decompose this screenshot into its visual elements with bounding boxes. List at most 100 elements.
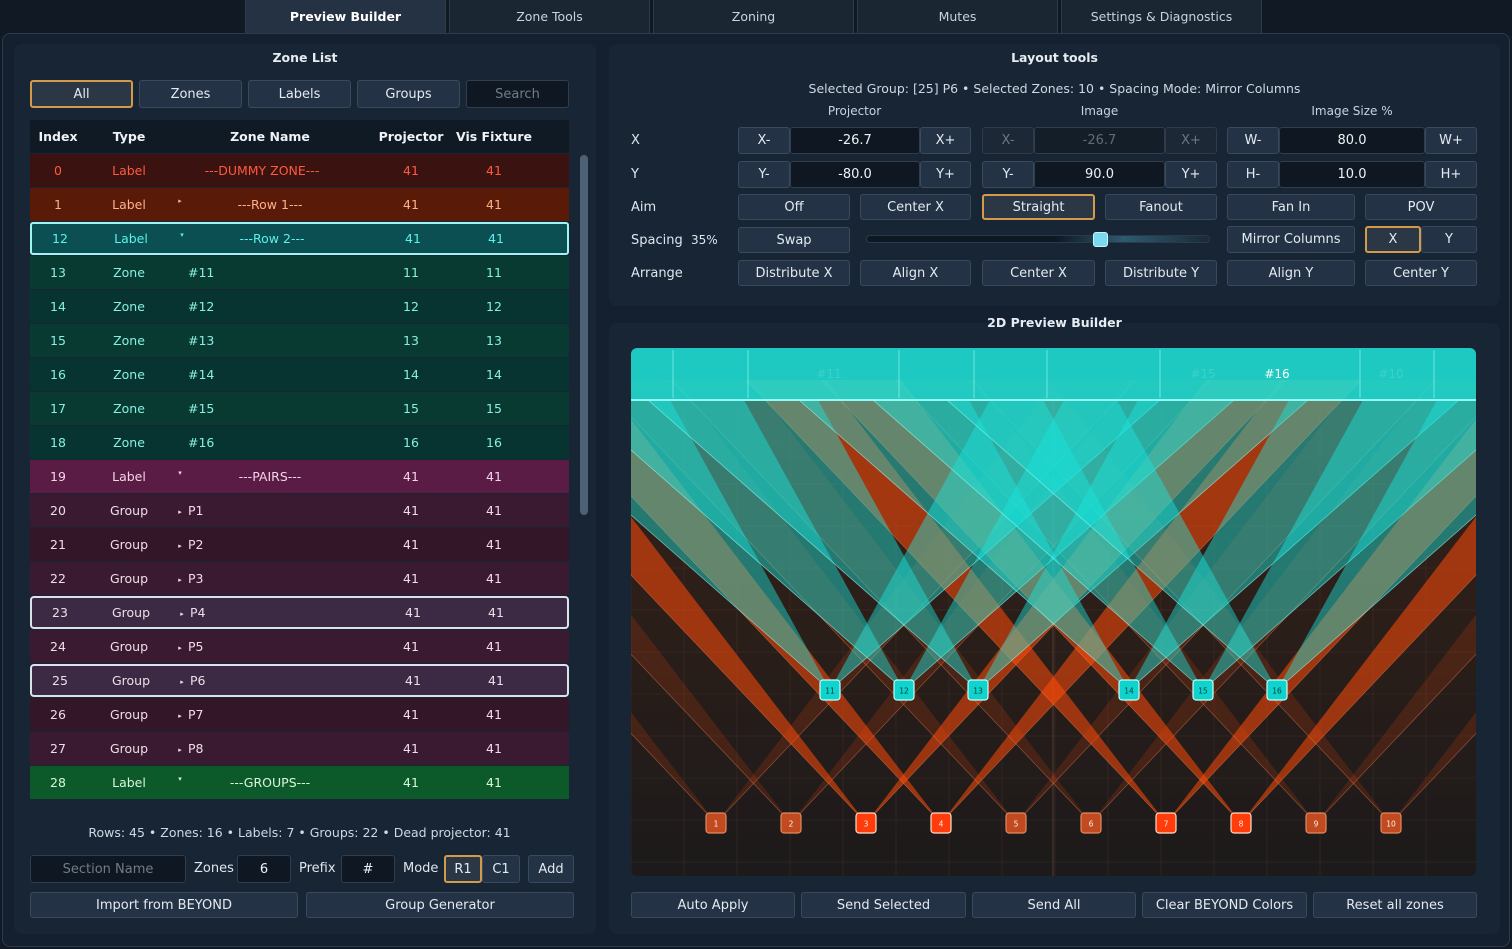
row-caret[interactable]: ▸ — [178, 745, 182, 754]
tab-settings-diagnostics[interactable]: Settings & Diagnostics — [1061, 0, 1262, 34]
preview-svg[interactable]: #11 #15 #16 #10 11 12 13 14 15 161 2 3 4 5 6 7 8 9 10 — [631, 348, 1476, 876]
image-height-plus-button[interactable]: H+ — [1425, 161, 1477, 188]
spacing-slider-track[interactable] — [866, 235, 1210, 243]
filter-groups-button[interactable]: Groups — [357, 80, 460, 108]
col-vis-fixture[interactable]: Vis Fixture — [456, 129, 532, 144]
table-row[interactable]: 16 Zone #14 14 14 — [30, 358, 569, 391]
orange-projector-marker[interactable]: 2 — [780, 812, 802, 834]
image-width-input[interactable]: 80.0 — [1279, 127, 1425, 154]
row-caret[interactable]: ▸ — [178, 711, 182, 720]
image-height-minus-button[interactable]: H- — [1227, 161, 1279, 188]
tab-zone-tools[interactable]: Zone Tools — [449, 0, 650, 34]
filter-all-button[interactable]: All — [30, 80, 133, 108]
auto-apply-button[interactable]: Auto Apply — [631, 892, 795, 918]
table-row[interactable]: 17 Zone #15 15 15 — [30, 392, 569, 425]
table-row[interactable]: 19 Label ▾ ---PAIRS--- 41 41 — [30, 460, 569, 493]
orange-projector-marker[interactable]: 9 — [1305, 812, 1327, 834]
row-caret[interactable]: ▸ — [178, 541, 182, 550]
center-y-button[interactable]: Center Y — [1365, 260, 1477, 286]
search-input[interactable]: Search — [466, 80, 569, 108]
row-caret[interactable]: ▸ — [178, 643, 182, 652]
projector-x-input[interactable]: -26.7 — [790, 127, 920, 154]
row-caret[interactable]: ▾ — [178, 469, 182, 477]
row-caret[interactable]: ▸ — [178, 575, 182, 584]
image-width-minus-button[interactable]: W- — [1227, 127, 1279, 154]
orange-projector-marker[interactable]: 5 — [1005, 812, 1027, 834]
image-x-input[interactable]: -26.7 — [1034, 127, 1165, 154]
prefix-input[interactable]: # — [341, 855, 395, 883]
orange-projector-marker[interactable]: 1 — [705, 812, 727, 834]
orange-projector-marker[interactable]: 8 — [1230, 812, 1252, 834]
row-caret[interactable]: ▸ — [180, 609, 184, 618]
group-generator-button[interactable]: Group Generator — [306, 892, 574, 918]
table-row[interactable]: 12 Label ▾ ---Row 2--- 41 41 — [30, 222, 569, 255]
tab-preview-builder[interactable]: Preview Builder — [245, 0, 446, 34]
send-selected-button[interactable]: Send Selected — [801, 892, 966, 918]
teal-projector-marker[interactable]: 12 — [893, 679, 915, 701]
orange-projector-marker[interactable]: 7 — [1155, 812, 1177, 834]
table-row[interactable]: 24 Group ▸ P5 41 41 — [30, 630, 569, 663]
tab-zoning[interactable]: Zoning — [653, 0, 854, 34]
add-section-button[interactable]: Add — [528, 855, 574, 883]
table-scrollbar[interactable] — [580, 155, 588, 515]
table-row[interactable]: 13 Zone #11 11 11 — [30, 256, 569, 289]
image-width-plus-button[interactable]: W+ — [1425, 127, 1477, 154]
section-name-input[interactable]: Section Name — [30, 855, 186, 883]
projector-y-input[interactable]: -80.0 — [790, 161, 920, 188]
projector-y-minus-button[interactable]: Y- — [738, 161, 790, 188]
row-caret[interactable]: ▾ — [178, 775, 182, 783]
align-x-button[interactable]: Align X — [860, 260, 971, 286]
aim-fan-in-button[interactable]: Fan In — [1227, 194, 1355, 220]
image-y-minus-button[interactable]: Y- — [982, 161, 1034, 188]
table-row[interactable]: 25 Group ▸ P6 41 41 — [30, 664, 569, 697]
tab-mutes[interactable]: Mutes — [857, 0, 1058, 34]
table-row[interactable]: 27 Group ▸ P8 41 41 — [30, 732, 569, 765]
zones-count-input[interactable]: 6 — [237, 855, 291, 883]
mode-r1-button[interactable]: R1 — [444, 855, 482, 883]
col-zone-name[interactable]: Zone Name — [230, 129, 310, 144]
spacing-slider-handle[interactable] — [1092, 232, 1108, 247]
table-row[interactable]: 28 Label ▾ ---GROUPS--- 41 41 — [30, 766, 569, 799]
send-all-button[interactable]: Send All — [972, 892, 1136, 918]
table-row[interactable]: 18 Zone #16 16 16 — [30, 426, 569, 459]
aim-off-button[interactable]: Off — [738, 194, 850, 220]
projector-x-minus-button[interactable]: X- — [738, 127, 790, 154]
aim-straight-button[interactable]: Straight — [982, 194, 1095, 220]
teal-projector-marker[interactable]: 14 — [1118, 679, 1140, 701]
table-row[interactable]: 26 Group ▸ P7 41 41 — [30, 698, 569, 731]
swap-button[interactable]: Swap — [738, 227, 850, 253]
align-y-button[interactable]: Align Y — [1227, 260, 1355, 286]
row-caret[interactable]: ▸ — [178, 197, 182, 205]
image-y-input[interactable]: 90.0 — [1034, 161, 1165, 188]
table-row[interactable]: 22 Group ▸ P3 41 41 — [30, 562, 569, 595]
projector-x-plus-button[interactable]: X+ — [920, 127, 971, 154]
mirror-columns-button[interactable]: Mirror Columns — [1227, 226, 1355, 253]
import-beyond-button[interactable]: Import from BEYOND — [30, 892, 298, 918]
teal-projector-marker[interactable]: 13 — [967, 679, 989, 701]
image-y-plus-button[interactable]: Y+ — [1165, 161, 1217, 188]
image-x-plus-button[interactable]: X+ — [1165, 127, 1217, 154]
table-row[interactable]: 15 Zone #13 13 13 — [30, 324, 569, 357]
image-height-input[interactable]: 10.0 — [1279, 161, 1425, 188]
mirror-axis-x-button[interactable]: X — [1365, 226, 1421, 253]
clear-beyond-colors-button[interactable]: Clear BEYOND Colors — [1142, 892, 1307, 918]
table-row[interactable]: 14 Zone #12 12 12 — [30, 290, 569, 323]
row-caret[interactable]: ▸ — [178, 507, 182, 516]
row-caret[interactable]: ▾ — [180, 231, 184, 239]
preview-canvas[interactable]: #11 #15 #16 #10 11 12 13 14 15 16 1 2 3 4 5 6 7 8 9 10 — [631, 348, 1476, 876]
orange-projector-marker[interactable]: 10 — [1380, 812, 1402, 834]
distribute-x-button[interactable]: Distribute X — [738, 260, 850, 286]
table-row[interactable]: 0 Label ---DUMMY ZONE--- 41 41 — [30, 154, 569, 187]
filter-zones-button[interactable]: Zones — [139, 80, 242, 108]
image-x-minus-button[interactable]: X- — [982, 127, 1034, 154]
aim-fanout-button[interactable]: Fanout — [1105, 194, 1217, 220]
teal-projector-marker[interactable]: 16 — [1266, 679, 1288, 701]
orange-projector-marker[interactable]: 4 — [930, 812, 952, 834]
reset-all-zones-button[interactable]: Reset all zones — [1313, 892, 1477, 918]
filter-labels-button[interactable]: Labels — [248, 80, 351, 108]
teal-projector-marker[interactable]: 11 — [819, 679, 841, 701]
table-row[interactable]: 1 Label ▸ ---Row 1--- 41 41 — [30, 188, 569, 221]
distribute-y-button[interactable]: Distribute Y — [1105, 260, 1217, 286]
aim-pov-button[interactable]: POV — [1365, 194, 1477, 220]
table-row[interactable]: 23 Group ▸ P4 41 41 — [30, 596, 569, 629]
